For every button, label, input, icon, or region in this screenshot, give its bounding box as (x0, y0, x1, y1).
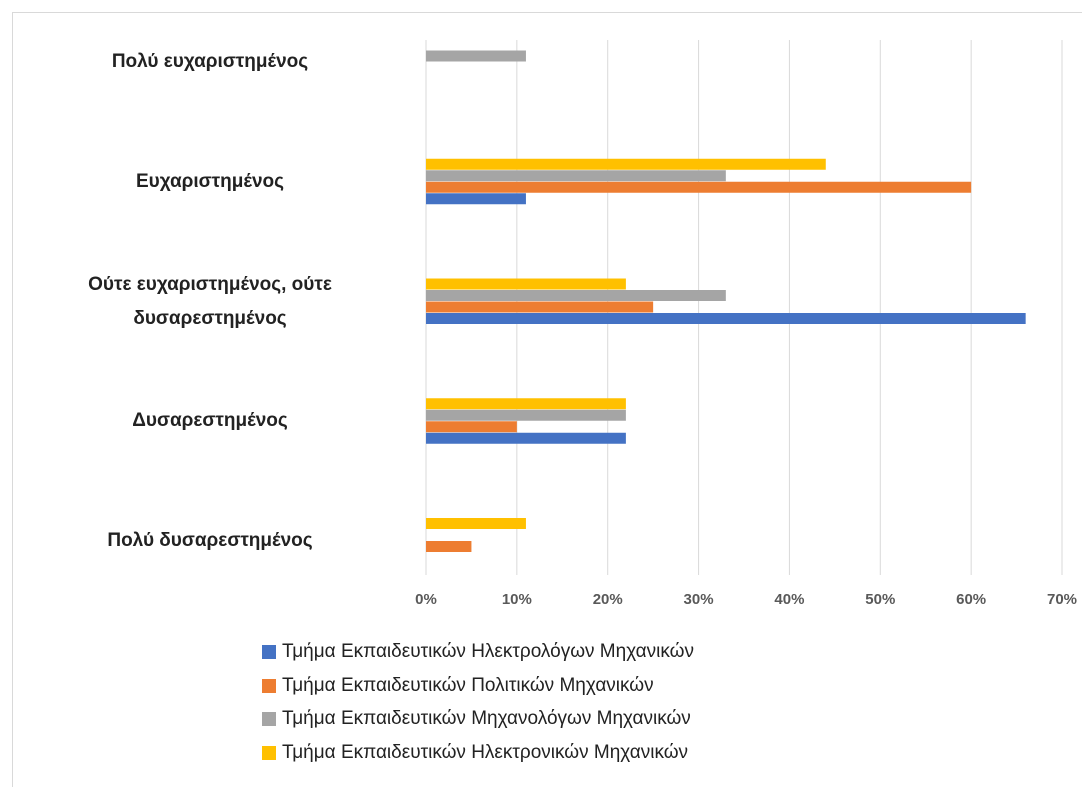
bar (426, 301, 654, 313)
category-label: Ευχαριστημένος (135, 170, 285, 192)
x-tick-label: 40% (774, 591, 804, 608)
x-tick-label: 30% (684, 591, 714, 608)
legend-swatch (262, 745, 276, 760)
category-label: Ούτε ευχαριστημένος, ούτε δυσαρεστημένος (88, 273, 332, 329)
legend-item: Τμήμα Εκπαιδευτικών Ηλεκτρονικών Μηχανικ… (262, 742, 688, 764)
legend-label: Τμήμα Εκπαιδευτικών Μηχανολόγων Μηχανικώ… (282, 708, 691, 729)
bar (426, 409, 626, 421)
bar (426, 313, 1026, 324)
x-tick-label: 50% (865, 591, 895, 608)
category-label: Πολύ δυσαρεστημένος (107, 530, 313, 551)
bar (426, 158, 826, 170)
bar (426, 278, 626, 290)
legend-item: Τμήμα Εκπαιδευτικών Ηλεκτρολόγων Μηχανικ… (262, 641, 694, 663)
legend-label: Τμήμα Εκπαιδευτικών Ηλεκτρονικών Μηχανικ… (282, 741, 689, 763)
bar (426, 432, 626, 444)
legend-label: Τμήμα Εκπαιδευτικών Πολιτικών Μηχανικών (282, 674, 654, 696)
bar (426, 398, 626, 410)
x-tick-label: 10% (502, 591, 532, 608)
legend-item: Τμήμα Εκπαιδευτικών Μηχανολόγων Μηχανικώ… (262, 708, 691, 730)
bar (426, 170, 726, 182)
bar (426, 50, 526, 62)
bar (426, 290, 726, 301)
legend-swatch (262, 712, 276, 726)
x-tick-label: 60% (956, 591, 986, 608)
chart-frame (12, 12, 1082, 787)
legend-label: Τμήμα Εκπαιδευτικών Ηλεκτρολόγων Μηχανικ… (282, 641, 694, 662)
bar (426, 421, 517, 433)
bar (426, 541, 472, 552)
bar (426, 193, 526, 205)
bar (426, 518, 526, 529)
x-tick-label: 0% (415, 591, 437, 608)
legend-swatch (262, 645, 276, 659)
legend-swatch (262, 678, 276, 693)
x-tick-label: 70% (1047, 591, 1077, 608)
bar (426, 181, 972, 193)
category-label: Πολύ ευχαριστημένος (111, 51, 309, 72)
x-tick-label: 20% (593, 591, 623, 608)
category-label: Δυσαρεστημένος (132, 410, 288, 432)
legend-item: Τμήμα Εκπαιδευτικών Πολιτικών Μηχανικών (262, 675, 654, 697)
